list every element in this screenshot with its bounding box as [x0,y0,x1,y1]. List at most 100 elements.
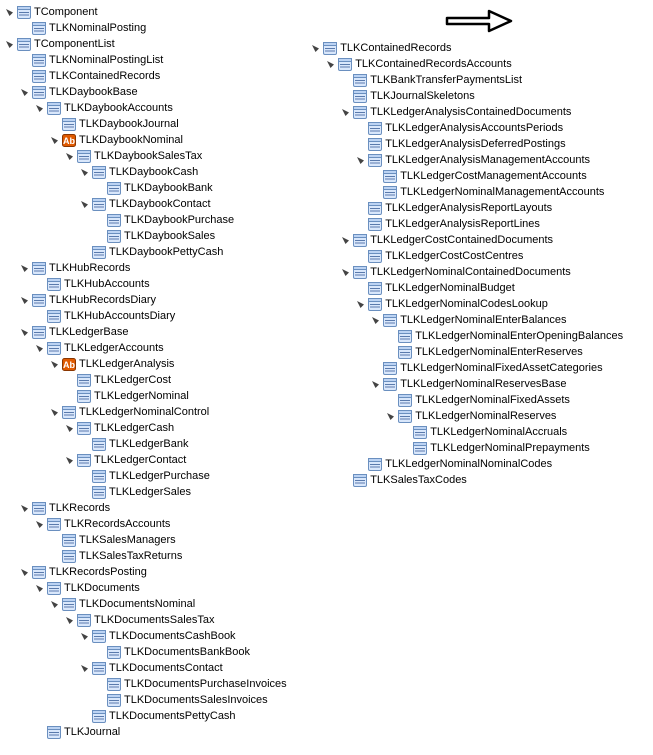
tree-node[interactable]: TLKNominalPosting [19,20,310,36]
tree-node[interactable]: TLKLedgerNominalManagementAccounts [370,184,649,200]
expand-toggle-icon[interactable] [64,151,75,162]
tree-node[interactable]: TLKSalesManagers [49,532,310,548]
tree-node[interactable]: TLKLedgerCostCostCentres [355,248,649,264]
expand-toggle-icon[interactable] [19,327,30,338]
tree-node[interactable]: TLKLedgerNominalCodesLookup TLKLedgerNom… [355,296,649,456]
expand-toggle-icon[interactable] [385,411,396,422]
expand-toggle-icon[interactable] [79,631,90,642]
expand-toggle-icon[interactable] [79,167,90,178]
tree-node[interactable]: TLKLedgerAnalysisReportLines [355,216,649,232]
expand-toggle-icon[interactable] [49,599,60,610]
expand-toggle-icon[interactable] [64,423,75,434]
expand-toggle-icon[interactable] [310,43,321,54]
expand-toggle-icon[interactable] [19,87,30,98]
tree-node[interactable]: TLKJournal [34,724,310,740]
tree-node[interactable]: TLKLedgerCostContainedDocuments TLKLedge… [340,232,649,264]
tree-node[interactable]: TLKLedgerNominalEnterBalances TLKLedgerN… [370,312,649,360]
tree-node[interactable]: TLKRecordsAccounts TLKSalesManagers TLKS… [34,516,310,564]
expand-toggle-icon[interactable] [34,343,45,354]
tree-node[interactable]: TLKLedgerNominalControl TLKLedgerCash TL… [49,404,310,500]
tree-node[interactable]: TLKLedgerAnalysisAccountsPeriods [355,120,649,136]
expand-toggle-icon[interactable] [79,663,90,674]
expand-toggle-icon[interactable] [370,379,381,390]
tree-node[interactable]: TLKLedgerNominalBudget [355,280,649,296]
tree-node[interactable]: TLKDaybookPettyCash [79,244,310,260]
expand-toggle-icon[interactable] [34,519,45,530]
tree-node[interactable]: TLKLedgerNominalAccruals [400,424,649,440]
tree-node[interactable]: TLKContainedRecords TLKContainedRecordsA… [310,40,649,488]
tree-node[interactable]: TLKDocumentsSalesInvoices [94,692,310,708]
expand-toggle-icon[interactable] [19,567,30,578]
tree-node[interactable]: TLKSalesTaxCodes [340,472,649,488]
tree-node[interactable]: TLKLedgerAccounts Ab TLKLedgerAnalysis T… [34,340,310,500]
tree-node[interactable]: TLKLedgerNominalFixedAssets [385,392,649,408]
tree-node[interactable]: TLKRecords TLKRecordsAccounts TLKSalesMa… [19,500,310,564]
tree-node[interactable]: TLKJournalSkeletons [340,88,649,104]
tree-node[interactable]: TLKLedgerSales [79,484,310,500]
expand-toggle-icon[interactable] [355,299,366,310]
expand-toggle-icon[interactable] [19,503,30,514]
expand-toggle-icon[interactable] [79,199,90,210]
expand-toggle-icon[interactable] [34,583,45,594]
tree-node[interactable]: TLKLedgerAnalysisReportLayouts [355,200,649,216]
tree-node[interactable]: TLKDaybookContact TLKDaybookPurchase TLK… [79,196,310,244]
expand-toggle-icon[interactable] [340,235,351,246]
tree-node[interactable]: TLKLedgerNominalPrepayments [400,440,649,456]
expand-toggle-icon[interactable] [370,315,381,326]
tree-node[interactable]: TLKHubAccountsDiary [34,308,310,324]
expand-toggle-icon[interactable] [340,267,351,278]
tree-node[interactable]: TLKLedgerNominalContainedDocuments TLKLe… [340,264,649,472]
expand-toggle-icon[interactable] [355,155,366,166]
tree-node[interactable]: TLKDaybookJournal [49,116,310,132]
tree-node[interactable]: TLKLedgerNominalEnterOpeningBalances [385,328,649,344]
tree-node[interactable]: TLKLedgerBank [79,436,310,452]
expand-toggle-icon[interactable] [34,103,45,114]
tree-node[interactable]: TLKLedgerCostManagementAccounts [370,168,649,184]
expand-toggle-icon[interactable] [19,263,30,274]
tree-node[interactable]: TLKDocumentsContact TLKDocumentsPurchase… [79,660,310,708]
tree-node[interactable]: TLKDocumentsPettyCash [79,708,310,724]
tree-node[interactable]: TLKBankTransferPaymentsList [340,72,649,88]
expand-toggle-icon[interactable] [4,39,15,50]
tree-node[interactable]: TLKHubAccounts [34,276,310,292]
tree-node[interactable]: TLKDocumentsCashBook TLKDocumentsBankBoo… [79,628,310,660]
expand-toggle-icon[interactable] [49,135,60,146]
tree-node[interactable]: TLKLedgerNominalNominalCodes [355,456,649,472]
tree-node[interactable]: TLKLedgerPurchase [79,468,310,484]
expand-toggle-icon[interactable] [340,107,351,118]
tree-node[interactable]: TLKLedgerNominalReservesBase TLKLedgerNo… [370,376,649,456]
expand-toggle-icon[interactable] [325,59,336,70]
expand-toggle-icon[interactable] [64,615,75,626]
tree-node[interactable]: Ab TLKLedgerAnalysis TLKLedgerCost TLKLe… [49,356,310,404]
expand-toggle-icon[interactable] [19,295,30,306]
tree-node[interactable]: TLKLedgerAnalysisManagementAccounts TLKL… [355,152,649,200]
tree-node[interactable]: TLKLedgerNominalFixedAssetCategories [370,360,649,376]
tree-node[interactable]: TLKNominalPostingList [19,52,310,68]
tree-node[interactable]: TLKHubRecordsDiary TLKHubAccountsDiary [19,292,310,324]
tree-node[interactable]: TLKHubRecords TLKHubAccounts [19,260,310,292]
tree-node[interactable]: TLKDocumentsSalesTax TLKDocumentsCashBoo… [64,612,310,724]
tree-node[interactable]: TLKLedgerAnalysisDeferredPostings [355,136,649,152]
tree-node[interactable]: TLKContainedRecords [19,68,310,84]
tree-node[interactable]: TLKLedgerNominalEnterReserves [385,344,649,360]
tree-node[interactable]: TLKLedgerCost [64,372,310,388]
tree-node[interactable]: TComponent TLKNominalPosting [4,4,310,36]
tree-node[interactable]: TComponentList TLKNominalPostingList TLK… [4,36,310,740]
tree-node[interactable]: TLKDaybookSalesTax TLKDaybookCash TLKDay… [64,148,310,260]
tree-node[interactable]: TLKLedgerAnalysisContainedDocuments TLKL… [340,104,649,232]
tree-node[interactable]: TLKRecordsPosting TLKDocuments TLKDocume… [19,564,310,740]
tree-node[interactable]: TLKDaybookBank [94,180,310,196]
tree-node[interactable]: TLKDocumentsNominal TLKDocumentsSalesTax… [49,596,310,724]
tree-node[interactable]: TLKDaybookSales [94,228,310,244]
tree-node[interactable]: TLKLedgerContact TLKLedgerPurchase TLKLe… [64,452,310,500]
tree-node[interactable]: TLKDocuments TLKDocumentsNominal TLKDocu… [34,580,310,724]
tree-node[interactable]: TLKDaybookCash TLKDaybookBank [79,164,310,196]
tree-node[interactable]: TLKSalesTaxReturns [49,548,310,564]
tree-node[interactable]: TLKLedgerNominal [64,388,310,404]
tree-node[interactable]: TLKContainedRecordsAccounts TLKBankTrans… [325,56,649,488]
tree-node[interactable]: TLKLedgerBase TLKLedgerAccounts Ab TLKLe… [19,324,310,500]
expand-toggle-icon[interactable] [4,7,15,18]
tree-node[interactable]: TLKDaybookPurchase [94,212,310,228]
tree-node[interactable]: TLKDaybookBase TLKDaybookAccounts TLKDay… [19,84,310,260]
tree-node[interactable]: Ab TLKDaybookNominal TLKDaybookSalesTax … [49,132,310,260]
